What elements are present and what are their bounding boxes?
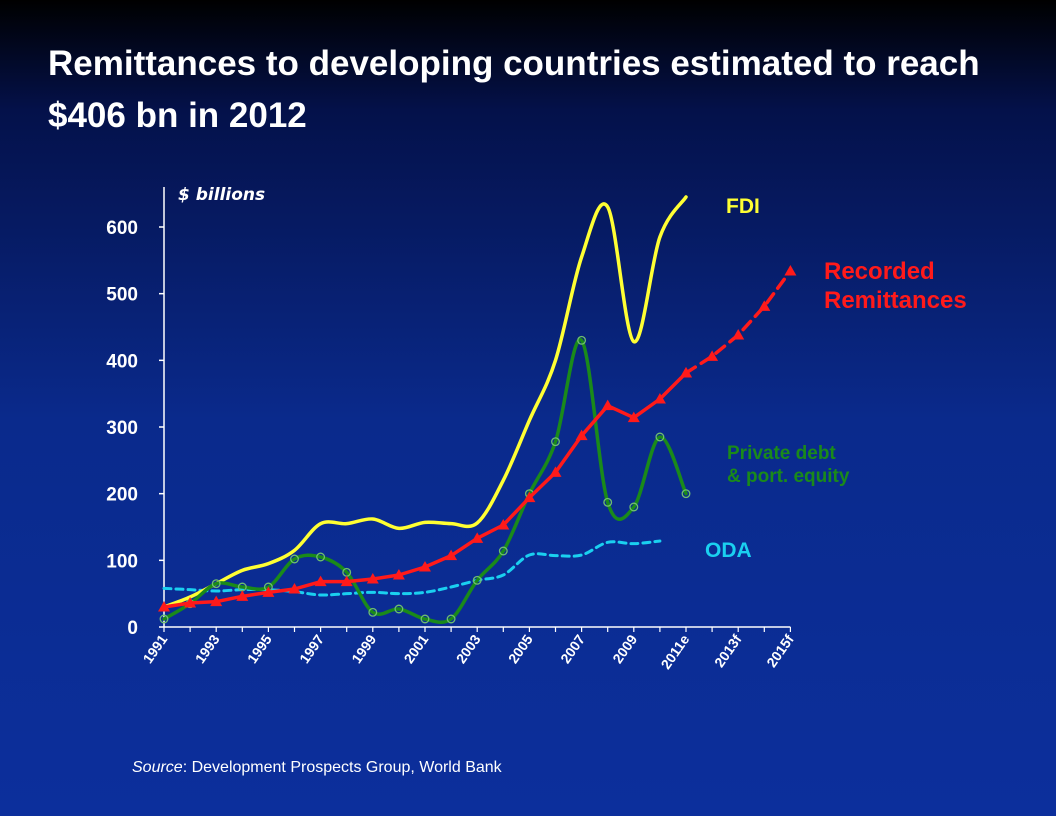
- data-point-marker: [577, 335, 587, 345]
- x-tick-label: 2015f: [763, 631, 797, 670]
- data-point-marker: [262, 586, 275, 597]
- x-tick-label: 1995: [244, 631, 275, 666]
- data-point-marker: [498, 546, 508, 556]
- data-point-marker: [549, 466, 562, 477]
- chart-series: [158, 195, 797, 625]
- data-point-marker: [472, 575, 482, 585]
- y-tick-label: 0: [127, 618, 138, 639]
- y-tick-label: 500: [106, 285, 138, 306]
- data-point-marker: [368, 607, 378, 617]
- data-point-marker: [366, 573, 379, 584]
- data-point-marker: [732, 329, 745, 340]
- x-tick-label: 2011e: [657, 631, 692, 672]
- data-point-marker: [706, 350, 719, 361]
- source-note: Source: Development Prospects Group, Wor…: [132, 759, 502, 777]
- slide-title: Remittances to developing countries esti…: [48, 44, 980, 135]
- data-point-marker: [784, 265, 797, 276]
- data-point-marker: [627, 411, 640, 423]
- data-point-marker: [288, 583, 301, 594]
- data-point-marker: [184, 597, 197, 608]
- data-point-marker: [158, 601, 170, 612]
- x-tick-label: 2001: [400, 631, 431, 666]
- data-point-marker: [575, 429, 588, 441]
- y-tick-label: 400: [106, 351, 138, 372]
- data-point-marker: [159, 614, 169, 624]
- data-point-marker: [392, 569, 405, 580]
- x-tick-label: 2009: [609, 631, 640, 666]
- data-point-marker: [655, 432, 665, 442]
- y-tick-label: 600: [106, 218, 138, 239]
- y-axis-label: $ billions: [178, 185, 265, 205]
- series-line: [162, 195, 688, 609]
- data-point-marker: [551, 437, 560, 447]
- data-point-marker: [394, 604, 404, 614]
- y-tick-label: 100: [106, 551, 138, 572]
- data-point-marker: [210, 595, 223, 607]
- data-point-marker: [445, 549, 458, 561]
- legend-label-line: FDI: [726, 195, 760, 218]
- legend-label-line: & port. equity: [727, 466, 850, 487]
- series-fdi: [162, 195, 688, 609]
- data-point-marker: [497, 519, 510, 530]
- series-line: [684, 269, 793, 375]
- data-point-marker: [471, 532, 484, 543]
- chart-legend: FDI Recorded Remittances Private debt & port…: [705, 195, 967, 562]
- data-point-marker: [236, 590, 249, 601]
- data-point-marker: [601, 399, 614, 411]
- data-point-marker: [316, 552, 326, 562]
- chart-axes: 0 100 200 300 400 500 600 $ billions 1991 1993 199…: [106, 185, 797, 672]
- x-tick-label: 1999: [348, 631, 379, 666]
- data-point-marker: [681, 489, 691, 499]
- data-point-marker: [340, 575, 353, 587]
- data-point-marker: [680, 367, 692, 378]
- series-recorded-remittances: [158, 367, 692, 612]
- legend-label: ODA: [705, 539, 752, 562]
- data-point-marker: [211, 579, 221, 589]
- data-point-marker: [653, 393, 666, 404]
- data-point-marker: [446, 614, 456, 624]
- legend-label-line: Remittances: [824, 287, 967, 314]
- series-oda: [162, 539, 662, 597]
- data-point-marker: [603, 497, 613, 507]
- legend-label: FDI: [726, 195, 760, 218]
- x-tick-label: 2005: [505, 631, 536, 666]
- legend-label: Private debt & port. equity: [727, 443, 850, 487]
- y-tick-label: 200: [106, 485, 138, 506]
- source-label: Source: [132, 759, 183, 776]
- data-point-marker: [290, 554, 299, 564]
- x-tick-label: 2013f: [711, 631, 745, 670]
- data-point-marker: [314, 575, 327, 587]
- legend-label-line: ODA: [705, 539, 752, 562]
- source-text: : Development Prospects Group, World Ban…: [182, 759, 502, 776]
- legend-label: Recorded Remittances: [824, 258, 967, 314]
- data-point-marker: [758, 300, 771, 311]
- data-point-marker: [420, 614, 430, 624]
- legend-label-line: Private debt: [727, 443, 836, 464]
- x-tick-label: 2007: [557, 631, 588, 666]
- series-line: [162, 337, 688, 625]
- series-recorded-remittances-forecast: [680, 265, 797, 378]
- data-point-marker: [419, 561, 431, 572]
- x-tick-label: 2003: [453, 631, 484, 666]
- data-point-marker: [523, 491, 536, 503]
- legend-label-line: Recorded: [824, 258, 935, 285]
- x-tick-label: 1991: [139, 631, 170, 666]
- x-tick-label: 1993: [192, 631, 223, 666]
- series-line: [162, 539, 662, 597]
- series-private-debt-port-equity: [159, 335, 691, 625]
- x-tick-label: 1997: [296, 631, 327, 666]
- data-point-marker: [629, 502, 639, 512]
- y-tick-label: 300: [106, 418, 138, 439]
